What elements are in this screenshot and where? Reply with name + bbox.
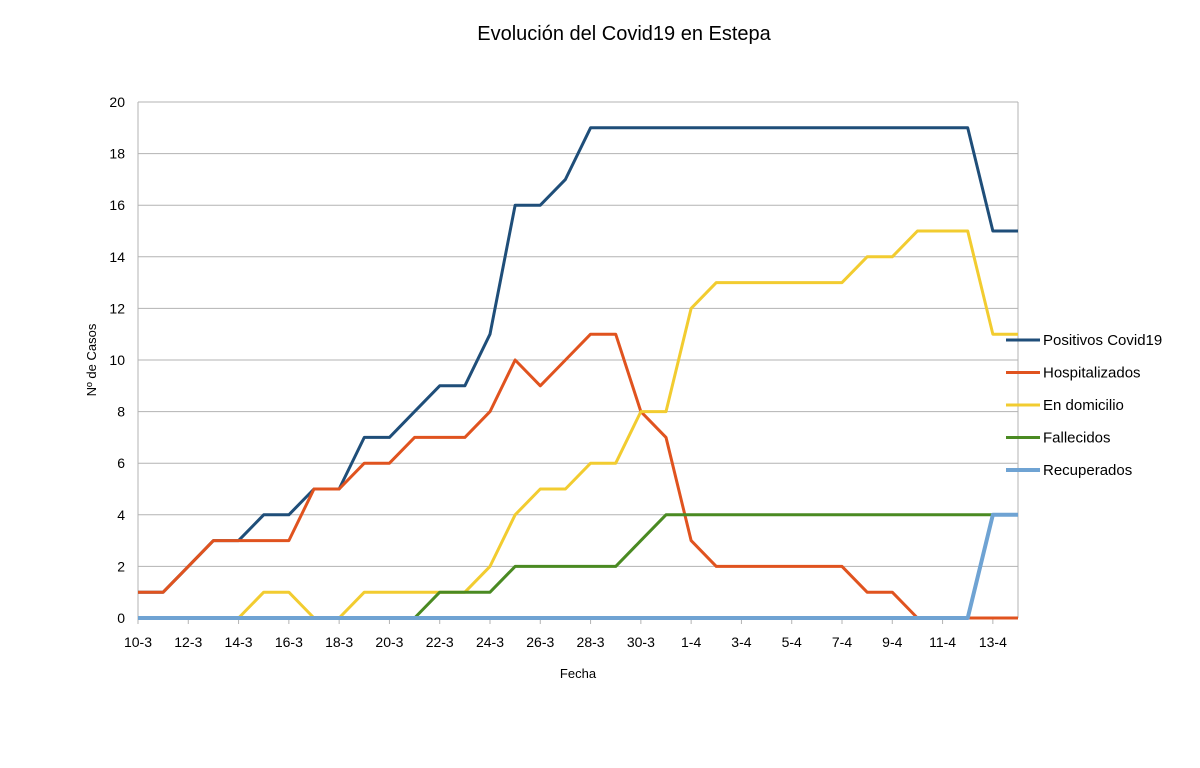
x-tick-label: 11-4: [929, 634, 956, 650]
y-tick-label: 16: [109, 197, 125, 213]
y-tick-label: 10: [109, 352, 125, 368]
x-tick-label: 18-3: [325, 634, 353, 650]
y-tick-label: 2: [117, 558, 125, 574]
x-tick-label: 7-4: [832, 634, 852, 650]
legend-label: Positivos Covid19: [1043, 332, 1162, 349]
gridlines: [137, 101, 1019, 624]
x-tick-label: 26-3: [526, 634, 554, 650]
y-tick-label: 20: [109, 94, 125, 110]
y-tick-label: 8: [117, 404, 125, 420]
y-axis-label: Nº de Casos: [84, 323, 99, 396]
x-tick-label: 16-3: [275, 634, 303, 650]
x-tick-label: 5-4: [782, 634, 802, 650]
x-tick-label: 24-3: [476, 634, 504, 650]
x-tick-label: 30-3: [627, 634, 655, 650]
chart-title: Evolución del Covid19 en Estepa: [477, 23, 771, 45]
x-tick-label: 9-4: [882, 634, 902, 650]
x-tick-label: 22-3: [426, 634, 454, 650]
y-tick-label: 6: [117, 455, 125, 471]
x-tick-label: 28-3: [577, 634, 605, 650]
y-tick-label: 0: [117, 610, 125, 626]
y-tick-label: 14: [109, 249, 125, 265]
x-axis-label: Fecha: [560, 666, 597, 681]
legend-label: Fallecidos: [1043, 430, 1111, 447]
series-line-positivos-covid19: [138, 126, 1018, 594]
x-tick-label: 10-3: [124, 634, 152, 650]
y-tick-label: 12: [109, 300, 125, 316]
x-tick-label: 12-3: [174, 634, 202, 650]
x-tick-label: 20-3: [375, 634, 403, 650]
y-tick-labels: 0 2 4 6 8 10 12 14 16 18 20: [109, 94, 125, 626]
x-tick-label: 13-4: [979, 634, 1007, 650]
legend-label: Hospitalizados: [1043, 365, 1141, 382]
y-tick-label: 18: [109, 146, 125, 162]
x-tick-label: 1-4: [681, 634, 701, 650]
x-tick-label: 3-4: [731, 634, 751, 650]
series-lines: [138, 126, 1018, 620]
legend-label: En domicilio: [1043, 397, 1124, 414]
series-line-en-domicilio: [138, 229, 1018, 620]
y-tick-label: 4: [117, 507, 125, 523]
series-line-recuperados: [138, 512, 1018, 620]
x-tick-labels: 10-3 12-3 14-3 16-3 18-3 20-3 22-3 24-3 26-3 28-3…: [124, 634, 1007, 650]
series-line-hospitalizados: [138, 332, 1018, 620]
x-tick-label: 14-3: [225, 634, 253, 650]
legend-label: Recuperados: [1043, 462, 1132, 479]
legend: Positivos Covid19 Hospitalizados En domici…: [1006, 332, 1162, 479]
